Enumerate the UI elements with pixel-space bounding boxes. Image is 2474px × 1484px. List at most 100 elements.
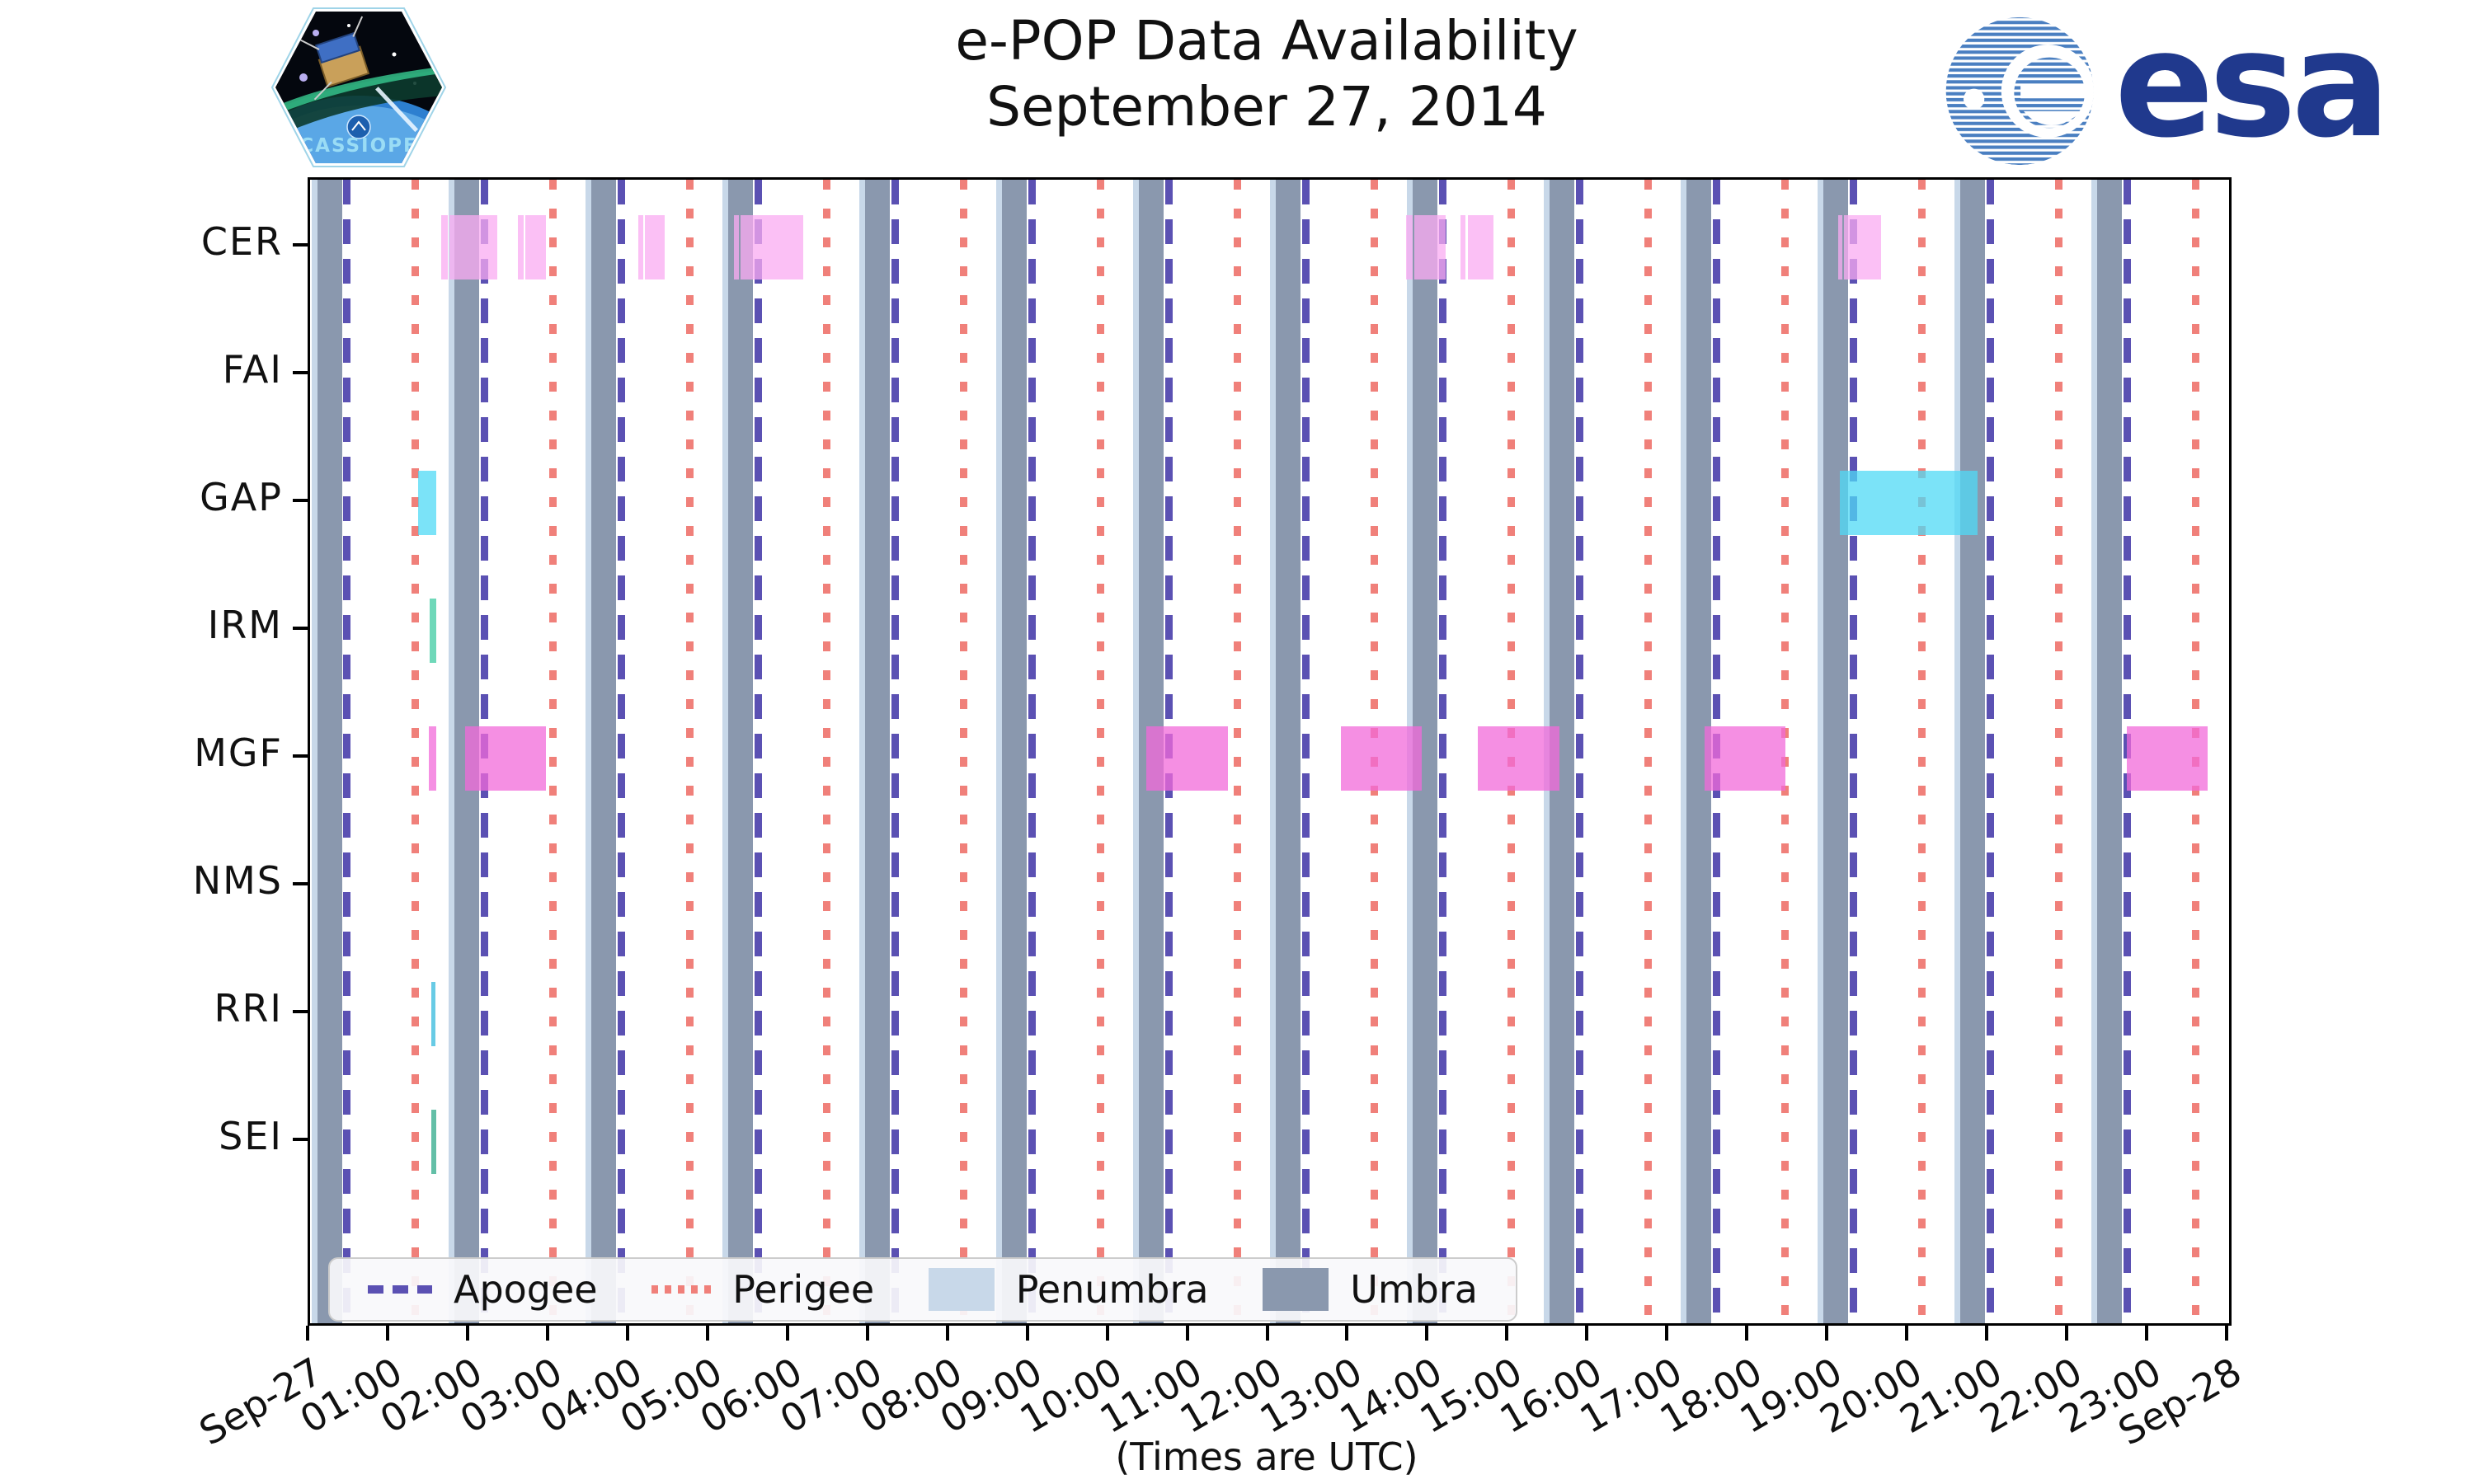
mgf-availability-bar	[465, 726, 547, 791]
irm-availability-bar	[430, 599, 436, 663]
cer-availability-bar	[517, 215, 524, 279]
apogee-line	[1575, 180, 1583, 1323]
penumbra-band	[1270, 180, 1276, 1323]
perigee-line	[1644, 180, 1652, 1323]
x-tick-mark	[1745, 1326, 1749, 1341]
x-tick-mark	[1985, 1326, 1989, 1341]
x-tick-mark	[865, 1326, 869, 1341]
penumbra-band	[2091, 180, 2098, 1323]
apogee-line	[343, 180, 351, 1323]
y-tick-label-fai: FAI	[222, 347, 283, 392]
cer-availability-bar	[733, 215, 739, 279]
umbra-band	[1960, 180, 1986, 1323]
legend-item-perigee: Perigee	[651, 1267, 874, 1312]
legend-perigee-sample-icon	[651, 1285, 712, 1294]
perigee-line	[2054, 180, 2062, 1323]
cer-availability-bar	[644, 215, 665, 279]
y-tick-mark	[293, 371, 308, 374]
x-tick-mark	[1105, 1326, 1109, 1341]
mgf-availability-bar	[1340, 726, 1422, 791]
legend-apogee-sample-icon	[368, 1285, 432, 1294]
y-tick-mark	[293, 627, 308, 630]
perigee-line	[1917, 180, 1926, 1323]
gap-availability-bar	[1840, 471, 1978, 535]
perigee-line	[959, 180, 967, 1323]
mgf-availability-bar	[1704, 726, 1785, 791]
x-tick-mark	[1265, 1326, 1269, 1341]
y-tick-label-irm: IRM	[207, 603, 283, 647]
penumbra-band	[311, 180, 317, 1323]
x-tick-mark	[705, 1326, 709, 1341]
legend-penumbra-sample-icon	[928, 1268, 995, 1311]
x-tick-mark	[1345, 1326, 1349, 1341]
x-tick-mark	[465, 1326, 469, 1341]
legend-label: Apogee	[454, 1267, 598, 1312]
x-tick-mark	[1665, 1326, 1669, 1341]
apogee-line	[617, 180, 625, 1323]
mgf-availability-bar	[1145, 726, 1228, 791]
x-tick-mark	[306, 1326, 309, 1341]
cer-availability-bar	[638, 215, 643, 279]
perigee-line	[412, 180, 420, 1323]
legend: Apogee Perigee Penumbra Umbra	[328, 1257, 1517, 1322]
mgf-availability-bar	[2126, 726, 2208, 791]
legend-umbra-sample-icon	[1263, 1268, 1329, 1311]
cer-availability-bar	[1838, 215, 1842, 279]
apogee-line	[1849, 180, 1857, 1323]
penumbra-band	[722, 180, 728, 1323]
umbra-band	[590, 180, 616, 1323]
esa-wordmark: esa	[2114, 0, 2391, 170]
penumbra-band	[1818, 180, 1824, 1323]
perigee-line	[1096, 180, 1104, 1323]
penumbra-band	[996, 180, 1002, 1323]
umbra-band	[2097, 180, 2123, 1323]
y-tick-mark	[293, 243, 308, 247]
penumbra-band	[1681, 180, 1687, 1323]
x-tick-mark	[385, 1326, 389, 1341]
legend-label: Umbra	[1350, 1267, 1478, 1312]
legend-item-apogee: Apogee	[368, 1267, 598, 1312]
cassiope-mission-patch: CASSIOPE	[270, 5, 447, 170]
x-tick-mark	[545, 1326, 549, 1341]
sei-availability-bar	[430, 1110, 436, 1174]
legend-label: Penumbra	[1015, 1267, 1209, 1312]
x-tick-mark	[625, 1326, 629, 1341]
apogee-line	[1986, 180, 1994, 1323]
x-tick-mark	[2225, 1326, 2228, 1341]
perigee-line	[1233, 180, 1241, 1323]
x-tick-mark	[1025, 1326, 1029, 1341]
esa-emblem-icon	[1945, 16, 2094, 166]
cer-availability-bar	[1413, 215, 1446, 279]
perigee-line	[548, 180, 557, 1323]
legend-label: Perigee	[732, 1267, 875, 1312]
legend-item-umbra: Umbra	[1263, 1267, 1478, 1312]
x-tick-mark	[1505, 1326, 1509, 1341]
apogee-line	[891, 180, 899, 1323]
cer-availability-bar	[441, 215, 448, 279]
mgf-availability-bar	[428, 726, 436, 791]
x-tick-mark	[2145, 1326, 2149, 1341]
x-tick-mark	[1425, 1326, 1429, 1341]
x-tick-mark	[785, 1326, 789, 1341]
y-tick-label-sei: SEI	[219, 1114, 283, 1158]
x-tick-mark	[1905, 1326, 1909, 1341]
umbra-band	[1275, 180, 1300, 1323]
perigee-line	[685, 180, 694, 1323]
y-tick-label-nms: NMS	[192, 858, 283, 903]
apogee-line	[754, 180, 762, 1323]
umbra-band	[864, 180, 890, 1323]
y-tick-mark	[293, 754, 308, 758]
cer-availability-bar	[1468, 215, 1494, 279]
penumbra-band	[859, 180, 865, 1323]
apogee-line	[1028, 180, 1036, 1323]
cer-availability-bar	[525, 215, 546, 279]
umbra-band	[1823, 180, 1849, 1323]
plot-area: Apogee Perigee Penumbra Umbra	[308, 177, 2232, 1326]
chart-title-line1: e-POP Data Availability	[955, 9, 1578, 73]
apogee-line	[1438, 180, 1446, 1323]
cassiope-patch-graphic: CASSIOPE	[270, 7, 447, 167]
penumbra-band	[1133, 180, 1139, 1323]
perigee-line	[822, 180, 830, 1323]
y-tick-label-cer: CER	[200, 219, 283, 264]
